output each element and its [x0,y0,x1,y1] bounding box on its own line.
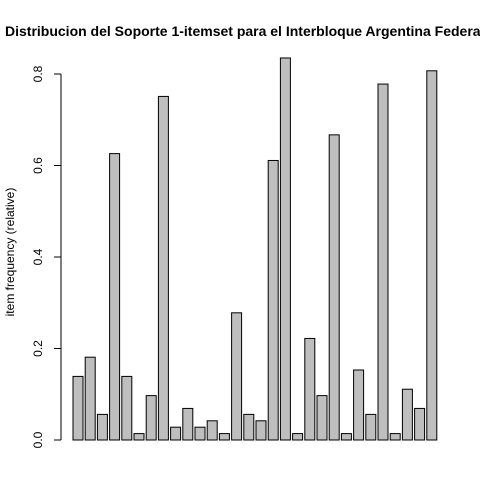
bar-14 [231,312,243,441]
bar-29 [414,407,426,441]
bar-4 [109,153,121,441]
bar-5 [121,375,133,441]
y-axis-label: item frequency (relative) [3,188,17,317]
bar-15 [243,413,255,441]
bar-16 [255,420,267,441]
bar-8 [157,95,169,441]
bar-11 [194,426,206,441]
bar-26 [377,83,389,441]
y-tick-label: 0.6 [31,157,45,174]
bar-24 [353,369,365,441]
y-axis: 0.0 0.2 0.4 0.6 0.8 [31,65,62,448]
bar-3 [96,413,108,441]
bar-25 [365,413,377,441]
bar-22 [328,134,340,441]
bar-27 [389,433,401,441]
bar-20 [304,337,316,441]
y-tick-label: 0.8 [31,65,45,82]
bar-7 [145,395,157,441]
bar-28 [401,388,413,441]
bar-6 [133,433,145,441]
bar-2 [84,356,96,441]
chart-title: Distribucion del Soporte 1-itemset para … [5,23,480,39]
bar-9 [170,426,182,441]
bars [72,57,438,441]
y-tick-label: 0.4 [31,248,45,265]
y-tick-label: 0.2 [31,340,45,357]
bar-30 [426,70,438,441]
bar-19 [292,433,304,441]
bar-21 [316,395,328,441]
bar-17 [267,159,279,441]
y-tick-label: 0.0 [31,431,45,448]
bar-18 [279,57,291,441]
bar-12 [206,420,218,441]
bar-13 [218,433,230,441]
bar-1 [72,375,84,441]
bar-23 [340,433,352,441]
bar-10 [182,407,194,441]
